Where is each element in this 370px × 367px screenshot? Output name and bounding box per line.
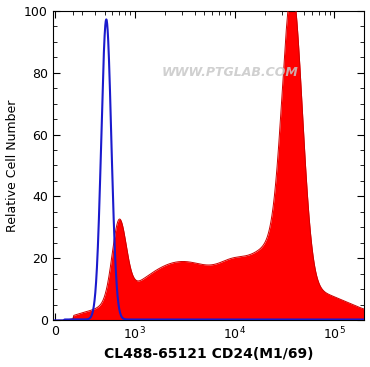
Text: WWW.PTGLAB.COM: WWW.PTGLAB.COM bbox=[162, 66, 299, 79]
Y-axis label: Relative Cell Number: Relative Cell Number bbox=[6, 99, 18, 232]
X-axis label: CL488-65121 CD24(M1/69): CL488-65121 CD24(M1/69) bbox=[104, 348, 313, 361]
